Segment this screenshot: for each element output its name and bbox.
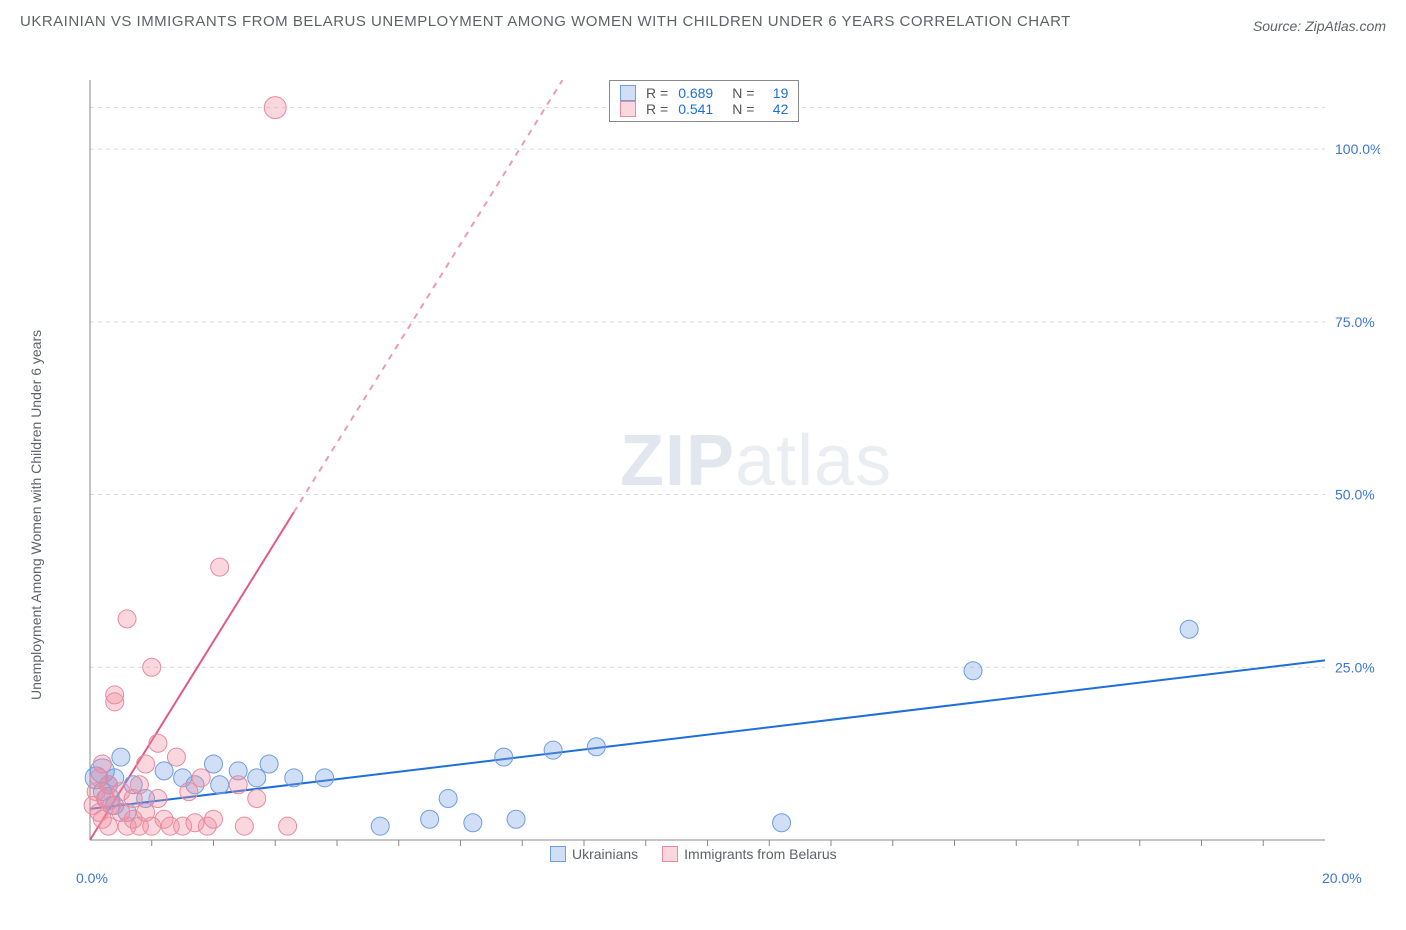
n-value: 42 [764,101,788,117]
svg-text:25.0%: 25.0% [1335,659,1375,675]
chart-area: 25.0%50.0%75.0%100.0% ZIPatlas R =0.689N… [60,80,1380,870]
legend-swatch [620,101,636,117]
r-value: 0.689 [678,85,722,101]
legend-item: Ukrainians [550,846,638,862]
legend-label: Ukrainians [572,846,638,862]
stats-box: R = 0.689 N = 19 R = 0.541 N = 42 [609,80,799,122]
legend-item: Immigrants from Belarus [662,846,836,862]
r-label: R = [646,101,668,117]
svg-text:50.0%: 50.0% [1335,487,1375,503]
chart-title: UKRAINIAN VS IMMIGRANTS FROM BELARUS UNE… [20,10,1071,34]
y-axis-title: Unemployment Among Women with Children U… [28,330,44,700]
r-label: R = [646,85,668,101]
n-value: 19 [764,85,788,101]
svg-text:75.0%: 75.0% [1335,314,1375,330]
stats-row: R = 0.541 N = 42 [620,101,788,117]
legend-swatch [662,846,678,862]
legend-swatch [620,85,636,101]
bottom-legend: Ukrainians Immigrants from Belarus [550,846,837,862]
source-label: Source: ZipAtlas.com [1253,18,1386,34]
scatter-plot: 25.0% 50.0% 75.0% 100.0% [60,80,1380,870]
svg-text:100.0%: 100.0% [1335,141,1380,157]
n-label: N = [732,101,754,117]
stats-row: R = 0.689 N = 19 [620,85,788,101]
r-value: 0.541 [678,101,722,117]
x-axis-min-label: 0.0% [76,870,108,886]
n-label: N = [732,85,754,101]
x-axis-max-label: 20.0% [1322,870,1362,886]
legend-label: Immigrants from Belarus [684,846,836,862]
legend-swatch [550,846,566,862]
